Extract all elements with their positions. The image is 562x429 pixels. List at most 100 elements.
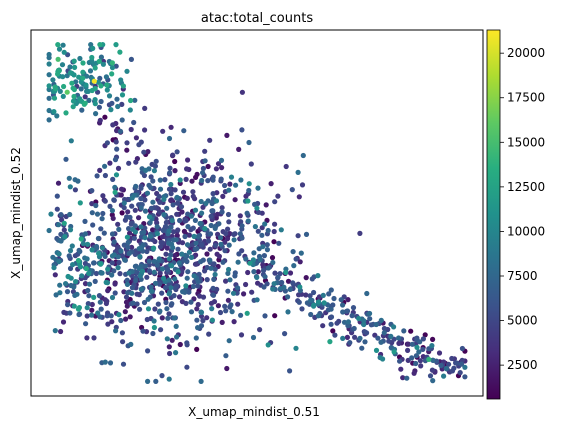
- data-point: [85, 301, 91, 307]
- data-point: [287, 286, 293, 292]
- data-point: [282, 331, 288, 337]
- data-point: [126, 226, 132, 232]
- data-point: [237, 231, 243, 237]
- data-point: [89, 210, 95, 216]
- data-point: [154, 262, 160, 268]
- data-point: [416, 349, 422, 355]
- data-point: [220, 259, 226, 265]
- data-point: [82, 218, 88, 224]
- data-point: [248, 161, 254, 167]
- data-point: [54, 193, 60, 199]
- data-point: [134, 291, 140, 297]
- data-point: [109, 319, 115, 325]
- data-point: [107, 360, 114, 366]
- data-point: [97, 314, 103, 320]
- data-point: [180, 189, 187, 195]
- data-point: [200, 294, 207, 300]
- data-point: [70, 85, 76, 91]
- data-point: [77, 200, 83, 206]
- data-point: [108, 107, 114, 113]
- data-point: [61, 220, 67, 226]
- data-point: [127, 107, 133, 113]
- data-point: [79, 107, 85, 113]
- data-point: [207, 231, 214, 237]
- data-point: [239, 235, 245, 241]
- data-point: [89, 307, 95, 313]
- data-point: [103, 74, 109, 80]
- data-point: [129, 285, 135, 291]
- data-point: [69, 243, 75, 249]
- data-point: [142, 208, 149, 214]
- data-point: [177, 217, 183, 224]
- data-point: [99, 245, 105, 251]
- data-point: [235, 285, 241, 291]
- colorbar-tick-label: 5000: [507, 314, 538, 328]
- data-point: [356, 315, 362, 322]
- data-point: [181, 257, 187, 263]
- data-point: [230, 290, 237, 296]
- data-point: [121, 205, 127, 211]
- data-point: [109, 65, 116, 71]
- data-point: [64, 73, 70, 79]
- data-point: [188, 299, 194, 305]
- data-point: [210, 191, 216, 197]
- data-point: [160, 128, 166, 134]
- data-point: [276, 240, 282, 246]
- data-point: [264, 281, 270, 287]
- data-point: [164, 306, 170, 312]
- data-point: [129, 290, 135, 296]
- data-point: [133, 159, 139, 165]
- data-point: [296, 194, 302, 200]
- data-point: [271, 228, 277, 235]
- data-point: [255, 185, 261, 191]
- data-point: [51, 95, 58, 101]
- data-point: [441, 373, 447, 379]
- data-point: [262, 274, 268, 280]
- data-point: [168, 252, 174, 258]
- data-point: [223, 353, 229, 359]
- data-point: [462, 374, 468, 380]
- data-point: [316, 294, 322, 300]
- data-point: [60, 74, 66, 80]
- data-point: [391, 324, 397, 330]
- data-point: [430, 378, 436, 384]
- data-point: [347, 340, 353, 346]
- data-point: [82, 281, 89, 287]
- data-point: [227, 231, 233, 237]
- data-point: [225, 226, 231, 232]
- data-point: [119, 253, 126, 259]
- data-point: [89, 247, 95, 253]
- data-point: [115, 165, 122, 171]
- data-point: [56, 46, 63, 52]
- data-point: [62, 234, 68, 240]
- data-point: [299, 306, 305, 312]
- data-point: [349, 313, 355, 319]
- data-point: [84, 256, 90, 262]
- data-point: [443, 365, 449, 372]
- data-point: [63, 110, 69, 116]
- data-point: [67, 227, 74, 233]
- data-point: [173, 323, 179, 329]
- data-point: [190, 193, 196, 199]
- data-point: [247, 260, 253, 266]
- data-point: [338, 297, 344, 303]
- data-point: [209, 317, 215, 323]
- data-point: [438, 362, 444, 369]
- data-point: [219, 319, 225, 325]
- data-point: [207, 246, 213, 252]
- data-point: [163, 219, 169, 226]
- data-point: [293, 256, 299, 262]
- data-point: [232, 197, 238, 203]
- data-point: [260, 267, 267, 274]
- data-point: [446, 361, 452, 367]
- data-point: [150, 178, 156, 184]
- data-point: [71, 93, 77, 100]
- data-point: [153, 378, 159, 384]
- data-point: [330, 328, 336, 334]
- data-point: [70, 262, 76, 268]
- data-point: [130, 300, 136, 306]
- data-point: [91, 78, 97, 84]
- data-point: [255, 228, 261, 234]
- data-point: [167, 165, 173, 171]
- data-point: [118, 317, 124, 324]
